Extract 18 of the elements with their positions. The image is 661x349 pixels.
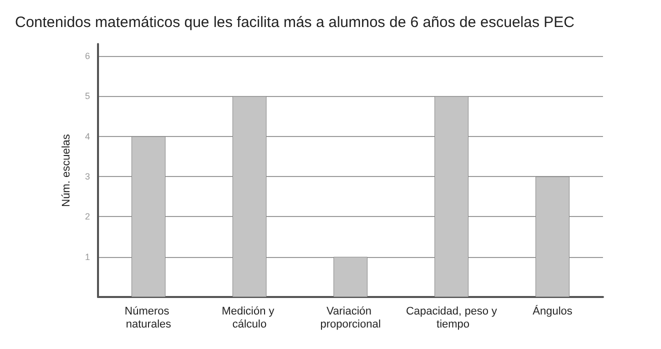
x-tick-label: Números naturales xyxy=(124,306,172,330)
y-tick-label: 1 xyxy=(84,252,90,262)
bar xyxy=(434,96,468,297)
y-tick-label: 2 xyxy=(84,212,90,222)
bar xyxy=(334,256,368,297)
chart-title: Contenidos matemáticos que les facilita más a alumnos de 6 años de escuelas PEC xyxy=(15,14,575,31)
y-tick-label: 6 xyxy=(84,51,90,62)
x-tick-label: Ángulos xyxy=(532,304,573,318)
x-tick-label: Capacidad, peso y tiempo xyxy=(406,306,498,330)
bar xyxy=(132,136,166,297)
y-axis-title: Núm. escuelas xyxy=(60,134,72,207)
bar xyxy=(232,96,266,297)
y-tick-label: 4 xyxy=(84,131,90,142)
y-tick-label: 5 xyxy=(84,91,90,102)
x-tick-label: Medición y cálculo xyxy=(222,306,278,330)
bar xyxy=(536,176,570,297)
y-tick-label: 3 xyxy=(84,172,90,182)
x-tick-label: Variación proporcional xyxy=(320,306,381,330)
